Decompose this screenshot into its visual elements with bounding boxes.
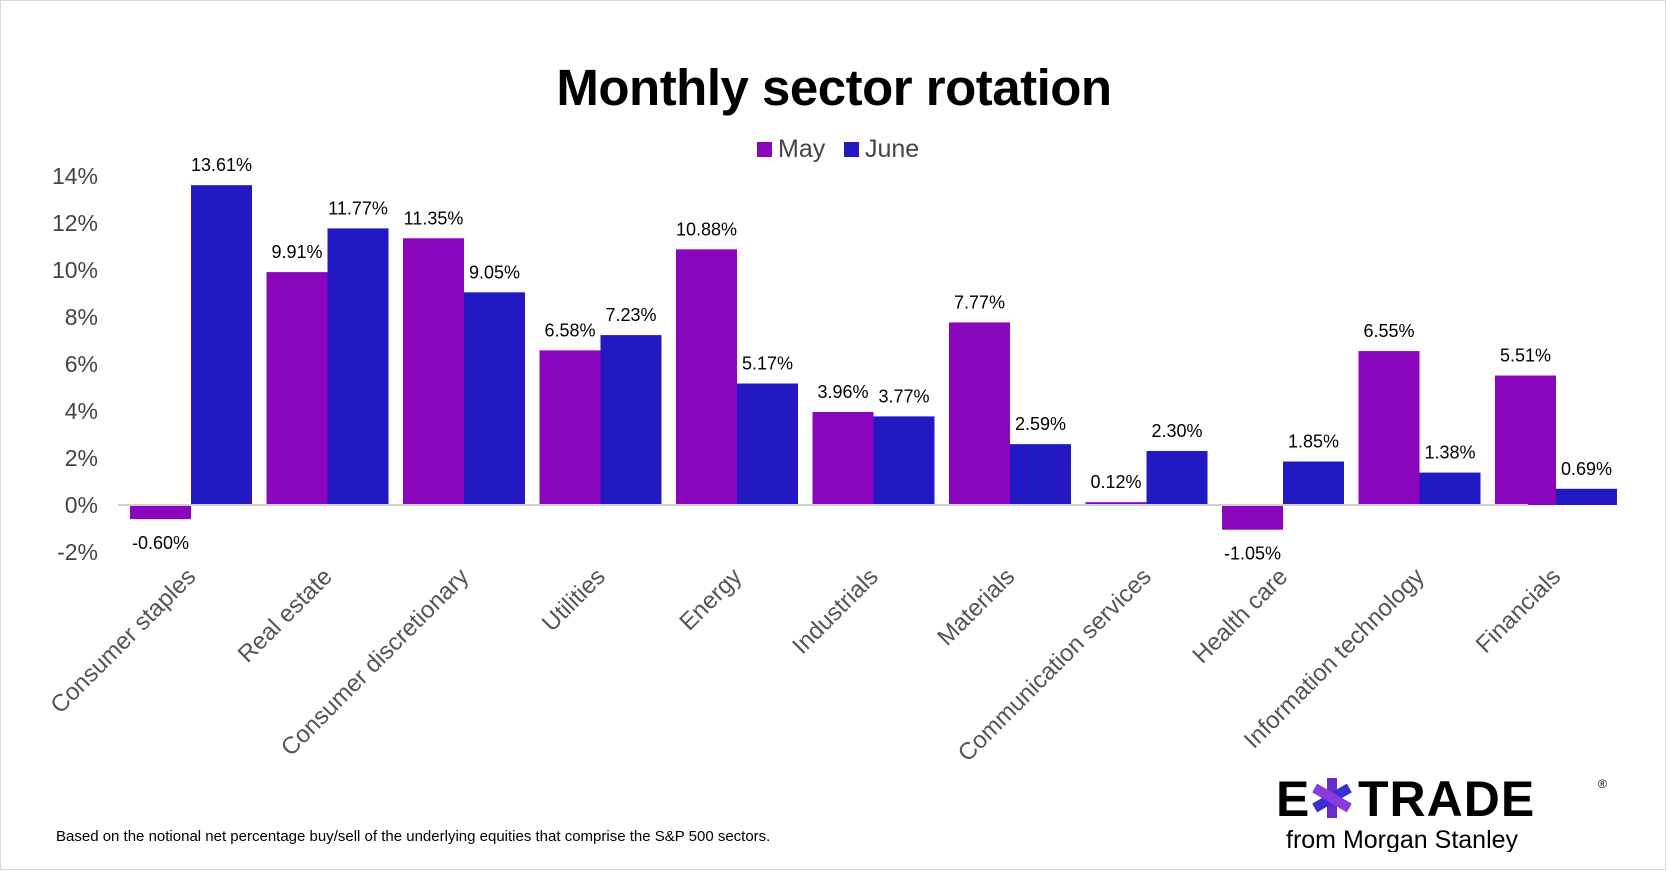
asterisk-icon [1312, 778, 1352, 818]
data-label-june: 7.23% [605, 305, 656, 325]
legend-label-june: June [865, 135, 919, 163]
bar-may [1222, 505, 1283, 530]
bar-june [1010, 444, 1071, 505]
chart-title: Monthly sector rotation [556, 59, 1112, 116]
data-label-may: 11.35% [404, 208, 464, 228]
data-label-may: -1.05% [1224, 544, 1281, 564]
bar-june [327, 228, 389, 505]
y-tick-label: 10% [52, 257, 98, 283]
legend-swatch-june [844, 142, 859, 157]
bar-june [1146, 450, 1208, 505]
data-label-june: 2.30% [1151, 421, 1202, 441]
bar-may [539, 350, 601, 505]
logo-trade-text: TRADE [1358, 771, 1535, 827]
logo-letter-e: E [1276, 771, 1309, 827]
data-label-june: 0.69% [1561, 459, 1612, 479]
data-label-june: 1.38% [1424, 443, 1475, 463]
bar-june [191, 185, 252, 506]
x-tick-label: Health care [1187, 563, 1293, 669]
bar-may [1358, 351, 1420, 505]
bar-may [812, 411, 874, 505]
x-tick-label: Financials [1471, 563, 1566, 658]
etrade-logo: E TRADE ® from Morgan Stanley [1276, 771, 1607, 852]
data-label-june: 1.85% [1288, 432, 1339, 452]
bar-june [1556, 488, 1617, 505]
bar-may [130, 505, 191, 520]
bar-june [873, 416, 935, 505]
x-tick-label: Industrials [787, 563, 883, 659]
bar-may [266, 272, 328, 505]
bar-june [1283, 461, 1344, 505]
bar-may [403, 238, 464, 505]
x-tick-label: Energy [674, 563, 747, 636]
y-tick-label: 14% [52, 163, 98, 189]
logo-tagline: from Morgan Stanley [1286, 826, 1519, 852]
data-label-june: 3.77% [878, 386, 929, 406]
legend-label-may: May [778, 135, 826, 163]
bar-may [1085, 502, 1147, 505]
bar-may [676, 249, 737, 505]
data-label-june: 2.59% [1015, 414, 1066, 434]
data-label-may: -0.60% [132, 533, 189, 553]
legend-swatch-may [757, 142, 772, 157]
data-label-may: 9.91% [271, 242, 322, 262]
data-label-may: 6.55% [1363, 321, 1414, 341]
y-tick-label: 6% [65, 351, 98, 377]
y-tick-label: 2% [65, 445, 98, 471]
footnote: Based on the notional net percentage buy… [56, 828, 771, 845]
y-tick-label: -2% [57, 539, 98, 565]
data-label-may: 10.88% [676, 219, 737, 239]
data-label-may: 0.12% [1090, 472, 1141, 492]
bar-june [600, 335, 662, 505]
data-label-may: 3.96% [817, 382, 868, 402]
x-tick-label: Consumer staples [45, 563, 201, 719]
bar-may [1495, 375, 1556, 505]
bar-may [949, 322, 1010, 505]
bar-june [1419, 472, 1481, 505]
y-tick-label: 0% [65, 492, 98, 518]
data-label-may: 6.58% [544, 320, 595, 340]
registered-mark: ® [1598, 777, 1607, 791]
data-label-june: 13.61% [191, 155, 252, 175]
bar-june [464, 292, 525, 505]
bar-june [737, 383, 798, 505]
data-label-may: 5.51% [1500, 346, 1551, 366]
x-tick-label: Real estate [233, 563, 338, 668]
x-tick-label: Utilities [537, 563, 611, 637]
data-label-june: 9.05% [469, 262, 520, 282]
data-label-june: 11.77% [328, 198, 388, 218]
data-label-may: 7.77% [954, 292, 1005, 312]
y-tick-label: 4% [65, 398, 98, 424]
data-label-june: 5.17% [742, 354, 793, 374]
y-tick-label: 8% [65, 304, 98, 330]
y-tick-label: 12% [52, 210, 98, 236]
x-tick-label: Materials [932, 563, 1020, 651]
